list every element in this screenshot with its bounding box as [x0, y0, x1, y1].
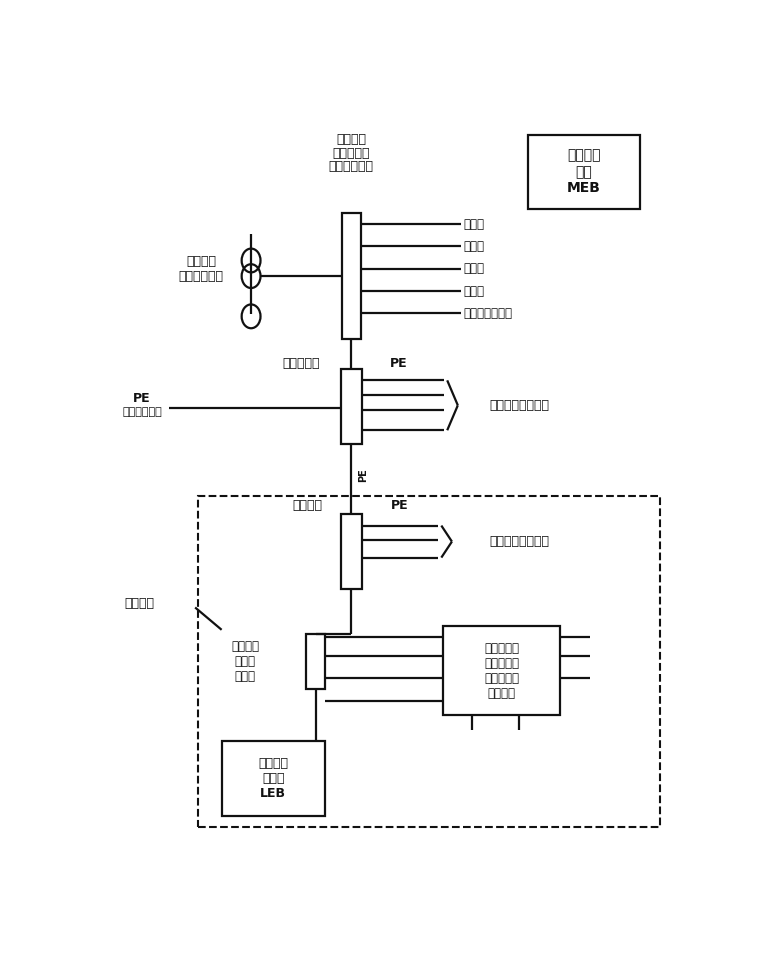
Text: 分配电箱: 分配电箱 — [292, 499, 322, 512]
Text: 至电气装置
外的金属管
道及建筑物
金属结构: 至电气装置 外的金属管 道及建筑物 金属结构 — [484, 642, 519, 700]
Text: 局部等电
位联结
端子板: 局部等电 位联结 端子板 — [231, 639, 259, 683]
Text: 进线配电箱: 进线配电箱 — [283, 357, 320, 369]
Bar — [198, 496, 660, 827]
Bar — [306, 633, 325, 689]
Text: PE: PE — [358, 468, 368, 482]
Text: 下水管: 下水管 — [464, 240, 485, 252]
Text: PE: PE — [133, 392, 151, 405]
Text: 煤气管: 煤气管 — [464, 262, 485, 276]
Text: 上水管: 上水管 — [464, 218, 485, 230]
Text: 接地极或: 接地极或 — [186, 254, 216, 268]
Text: 局部场所: 局部场所 — [124, 598, 154, 610]
Text: 建筑物金属结构: 建筑物金属结构 — [464, 307, 513, 320]
Text: 其它接地措施: 其它接地措施 — [179, 270, 223, 282]
Text: 接地母排: 接地母排 — [336, 133, 366, 146]
Bar — [340, 514, 362, 589]
Bar — [528, 134, 640, 209]
Text: （总等电位: （总等电位 — [332, 147, 370, 160]
Text: PE: PE — [389, 357, 407, 369]
Text: 暖气管: 暖气管 — [464, 284, 485, 298]
Text: 至用电设备及插座: 至用电设备及插座 — [489, 398, 549, 412]
Bar — [340, 369, 362, 444]
Text: PE: PE — [391, 499, 409, 512]
Text: （假如有时）: （假如有时） — [122, 407, 162, 418]
Text: 局部等电
位联结
LEB: 局部等电 位联结 LEB — [258, 757, 288, 801]
Bar — [442, 626, 560, 716]
Bar — [222, 742, 325, 816]
Text: 至用电设备及插座: 至用电设备及插座 — [489, 535, 549, 548]
Text: 总等电位
联结
MEB: 总等电位 联结 MEB — [567, 149, 601, 195]
Text: 联结端子板）: 联结端子板） — [329, 161, 374, 173]
Bar — [342, 213, 361, 339]
